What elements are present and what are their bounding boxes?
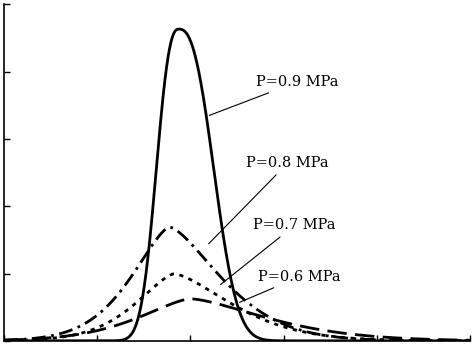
Text: P=0.8 MPa: P=0.8 MPa — [209, 156, 329, 244]
Text: P=0.9 MPa: P=0.9 MPa — [210, 75, 338, 115]
Text: P=0.7 MPa: P=0.7 MPa — [220, 218, 336, 285]
Text: P=0.6 MPa: P=0.6 MPa — [239, 270, 341, 302]
